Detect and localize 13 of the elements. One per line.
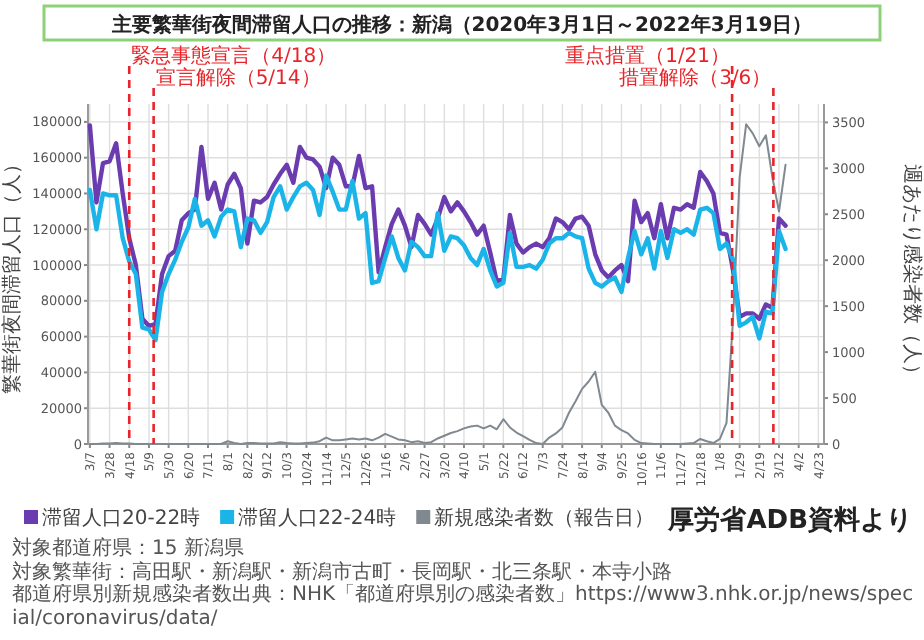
text: 厚労省ADB資料より bbox=[666, 504, 912, 536]
text: 対象都道府県：15 新潟県 bbox=[12, 536, 244, 560]
text: 対象繁華街：高田駅・新潟駅・新潟市古町・長岡駅・北三条駅・本寺小路 bbox=[12, 560, 672, 584]
ref-line-label: 重点措置（1/21） bbox=[565, 44, 731, 68]
legend-新規感染者数（報告日）: 新規感染者数（報告日） bbox=[416, 508, 655, 530]
legend-label: 滞留人口22-24時 bbox=[238, 506, 397, 530]
y2-axis-title: 週あたり感染者数（人） bbox=[900, 164, 924, 384]
ref-line-label: 緊急事態宣言（4/18） bbox=[131, 44, 337, 68]
ref-line-label: 宣言解除（5/14） bbox=[155, 66, 321, 90]
chart-title: 主要繁華街夜間滞留人口の推移：新潟（2020年3月1日～2022年3月19日） bbox=[109, 13, 813, 37]
ref-line-label: 措置解除（3/6） bbox=[619, 66, 772, 90]
y-axis-title: 繁華街夜間滞留人口（人） bbox=[0, 154, 24, 394]
legend-label: 滞留人口20-22時 bbox=[42, 506, 201, 530]
